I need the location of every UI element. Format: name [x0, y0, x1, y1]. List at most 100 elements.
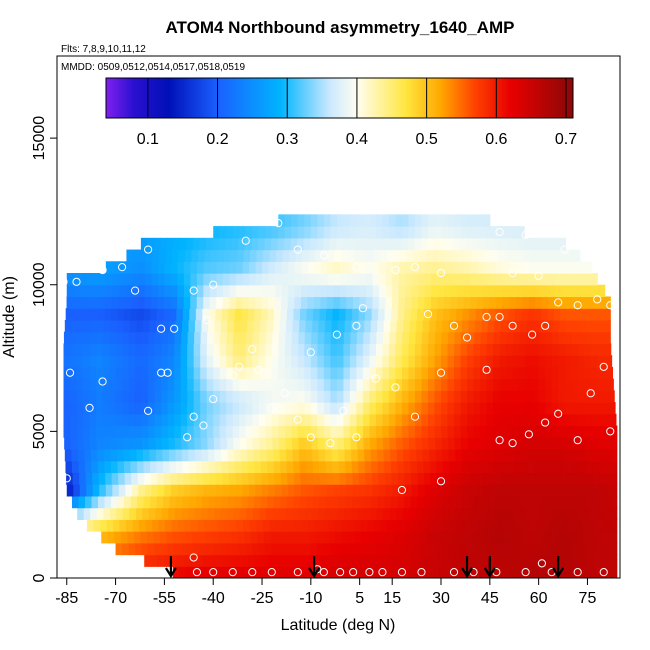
heatmap-cell [324, 331, 332, 344]
heatmap-cell [65, 460, 73, 474]
heatmap-cell [586, 460, 594, 474]
sample-point [280, 389, 289, 398]
sample-point [586, 389, 595, 398]
heatmap-cell [405, 261, 413, 274]
heatmap-cell [420, 566, 428, 578]
heatmap-cell [239, 425, 247, 438]
heatmap-cell [562, 249, 570, 262]
heatmap-cell [370, 319, 378, 333]
heatmap-cell [483, 261, 491, 274]
heatmap-cell [229, 284, 237, 298]
heatmap-cell [189, 495, 197, 509]
heatmap-cell [289, 249, 297, 262]
heatmap-cell [454, 390, 462, 403]
heatmap-cell [363, 437, 371, 450]
heatmap-cell [493, 402, 501, 415]
heatmap-cell [357, 319, 365, 333]
heatmap-cell [588, 519, 596, 532]
heatmap-cell [170, 484, 179, 497]
heatmap-cell [154, 366, 162, 380]
heatmap-cell [180, 425, 188, 438]
heatmap-cell [473, 425, 481, 438]
heatmap-cell [103, 448, 111, 462]
heatmap-cell [285, 437, 293, 450]
heatmap-cell [335, 566, 343, 578]
heatmap-cell [216, 273, 224, 286]
heatmap-cell [401, 366, 410, 380]
heatmap-cell [327, 284, 335, 298]
heatmap-cell [63, 343, 71, 356]
heatmap-cell [115, 355, 123, 368]
heatmap-cell [555, 519, 563, 532]
heatmap-cell [278, 355, 286, 368]
heatmap-cell [375, 237, 383, 251]
heatmap-cell [330, 542, 338, 556]
heatmap-cell [532, 343, 540, 356]
heatmap-cell [265, 366, 273, 380]
heatmap-cell [576, 566, 584, 578]
heatmap-cell [408, 378, 416, 391]
heatmap-cell [274, 472, 282, 485]
heatmap-cell [255, 484, 263, 497]
heatmap-cell [385, 273, 393, 286]
heatmap-cell [84, 460, 93, 474]
sample-point [573, 301, 582, 310]
heatmap-cell [481, 448, 489, 462]
heatmap-cell [519, 226, 525, 239]
heatmap-cell [150, 472, 158, 485]
heatmap-cell [187, 437, 195, 450]
heatmap-cell [479, 237, 487, 251]
heatmap-cell [342, 531, 350, 544]
heatmap-cell [219, 378, 227, 391]
heatmap-cell [258, 413, 266, 427]
heatmap-cell [567, 296, 575, 309]
heatmap-cell [141, 343, 149, 356]
heatmap-cell [433, 237, 441, 251]
heatmap-cell [512, 226, 520, 239]
heatmap-cell [103, 507, 111, 520]
heatmap-cell [128, 425, 136, 438]
heatmap-cell [610, 413, 617, 427]
heatmap-cell [577, 413, 585, 427]
heatmap-cell [571, 507, 579, 520]
heatmap-cell [551, 343, 559, 356]
heatmap-cell [558, 355, 566, 368]
heatmap-cell [173, 237, 181, 251]
heatmap-cell [209, 484, 218, 497]
heatmap-cell [450, 484, 458, 497]
heatmap-cell [90, 448, 98, 462]
heatmap-cell [210, 519, 218, 532]
heatmap-cell [567, 484, 576, 497]
heatmap-cell [532, 366, 540, 380]
heatmap-cell [521, 495, 529, 509]
heatmap-cell [499, 390, 507, 403]
heatmap-cell [147, 237, 155, 251]
heatmap-cell [451, 519, 459, 532]
heatmap-cell [327, 519, 335, 532]
heatmap-cell [228, 472, 236, 485]
heatmap-cell [232, 402, 240, 415]
heatmap-cell [139, 519, 147, 532]
heatmap-cell [258, 425, 266, 438]
sample-point [78, 538, 88, 547]
heatmap-cell [384, 460, 392, 474]
heatmap-cell [343, 366, 351, 380]
heatmap-cell [219, 542, 227, 556]
heatmap-cell [286, 460, 294, 474]
heatmap-cell [554, 472, 562, 485]
heatmap-cell [580, 484, 589, 497]
heatmap-cell [519, 390, 527, 403]
heatmap-cell [215, 472, 223, 485]
heatmap-cell [420, 531, 428, 544]
heatmap-cell [306, 472, 315, 485]
heatmap-cell [428, 437, 436, 450]
sample-point [228, 371, 237, 380]
heatmap-cell [353, 484, 361, 497]
heatmap-cell [409, 437, 417, 450]
heatmap-cell [201, 319, 209, 333]
heatmap-cell [258, 237, 266, 251]
heatmap-cell [486, 542, 494, 556]
heatmap-cell [96, 355, 104, 368]
x-tick-label: -10 [299, 590, 322, 607]
heatmap-cell [538, 390, 546, 403]
